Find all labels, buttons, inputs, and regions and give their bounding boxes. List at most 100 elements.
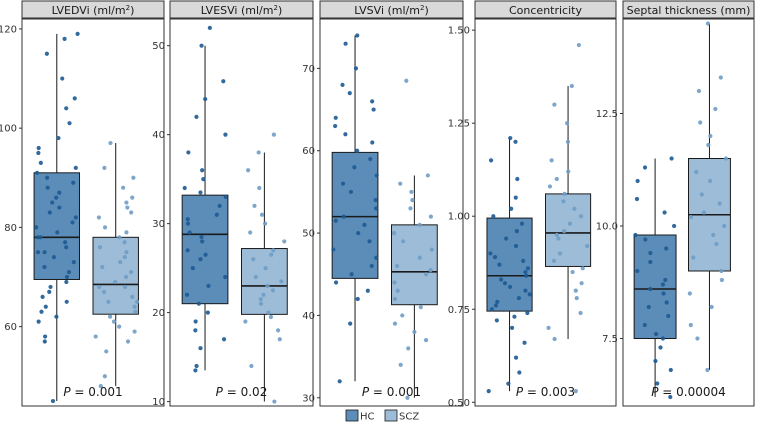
scz-point (718, 75, 723, 80)
scz-point (576, 42, 581, 48)
p-value-p: P (516, 385, 524, 399)
scz-point (117, 235, 122, 240)
scz-point (97, 284, 102, 290)
scz-point (124, 250, 129, 255)
hc-point (668, 367, 673, 373)
hc-point (223, 274, 228, 280)
scz-point (580, 266, 585, 271)
scz-point (124, 230, 129, 235)
scz-point (395, 288, 400, 293)
scz-point (578, 214, 584, 219)
hc-point (356, 230, 361, 236)
hc-point (340, 82, 345, 87)
hc-point (71, 260, 76, 265)
facet-title-main: LVEDVi (ml/m (52, 4, 126, 17)
hc-point (523, 288, 528, 293)
scz-point (709, 304, 714, 310)
scz-point (98, 384, 103, 389)
scz-point (125, 339, 131, 344)
hc-point (648, 250, 653, 256)
y-tick-label: 0.50 (448, 398, 470, 409)
hc-point (200, 239, 205, 244)
scz-point (268, 314, 274, 320)
hc-point (36, 319, 41, 324)
y-tick-label: 20 (152, 308, 165, 319)
hc-point (43, 304, 48, 309)
scz-point (409, 189, 414, 195)
scz-point (131, 175, 136, 180)
scz-point (567, 221, 572, 226)
hc-point (205, 310, 210, 315)
scz-point (97, 245, 103, 250)
scz-point (132, 304, 137, 309)
scz-point (705, 367, 710, 373)
hc-point (642, 322, 647, 328)
y-tick-label: 40 (302, 311, 315, 322)
scz-point (123, 274, 129, 280)
p-value-number: = 0.00004 (658, 385, 725, 399)
hc-point (34, 170, 40, 175)
hc-point (512, 314, 517, 319)
y-tick-label: 12.5 (596, 109, 618, 120)
hc-box (331, 151, 379, 279)
hc-point (333, 123, 338, 129)
p-value-label: P = 0.00004 (651, 385, 726, 399)
scz-point (394, 263, 400, 269)
scz-point (708, 133, 713, 139)
scz-point (253, 274, 258, 280)
hc-point (333, 280, 339, 285)
hc-point (199, 43, 204, 48)
scz-point (423, 338, 429, 343)
hc-point (368, 156, 373, 162)
facet-title: LVEDVi (ml/m2) (52, 4, 135, 17)
hc-point (223, 132, 228, 137)
hc-point (198, 257, 203, 262)
scz-point (117, 324, 122, 329)
scz-point (256, 150, 261, 155)
hc-point (67, 121, 72, 126)
hc-point (353, 66, 359, 71)
hc-point (493, 303, 498, 308)
hc-point (194, 363, 199, 369)
scz-point (688, 214, 694, 220)
hc-box (486, 217, 533, 312)
scz-point (401, 239, 406, 244)
hc-point (40, 294, 45, 299)
scz-point (275, 328, 281, 333)
hc-point (206, 283, 211, 288)
hc-point (666, 313, 671, 319)
hc-point (370, 99, 375, 104)
scz-point (554, 232, 559, 237)
scz-point (125, 205, 130, 210)
scz-point (102, 225, 108, 230)
scz-point (429, 247, 434, 252)
scz-point (122, 240, 127, 245)
hc-point (64, 299, 69, 304)
scz-point (547, 184, 553, 189)
hc-point (513, 243, 519, 249)
scz-point (272, 399, 277, 404)
hc-point (54, 314, 59, 319)
hc-point (196, 301, 201, 306)
hc-point (198, 346, 203, 351)
hc-point (664, 300, 669, 305)
scz-point (104, 349, 109, 354)
scz-point (424, 272, 429, 277)
scz-point (111, 319, 117, 324)
hc-point (642, 165, 648, 170)
hc-point (672, 223, 677, 229)
hc-point (64, 274, 70, 280)
y-tick-label: 7.5 (602, 334, 618, 345)
p-value-number: = 0.02 (223, 385, 267, 399)
hc-point (194, 114, 199, 119)
scz-point (108, 314, 113, 319)
hc-point (39, 309, 44, 314)
facet-title-end: ) (424, 4, 428, 17)
hc-point (362, 222, 367, 227)
y-tick-label: 30 (152, 219, 165, 230)
scz-point (132, 329, 137, 334)
facet-strip (319, 0, 464, 19)
hc-point (45, 175, 50, 180)
scz-point (722, 223, 727, 229)
hc-point (352, 165, 357, 170)
